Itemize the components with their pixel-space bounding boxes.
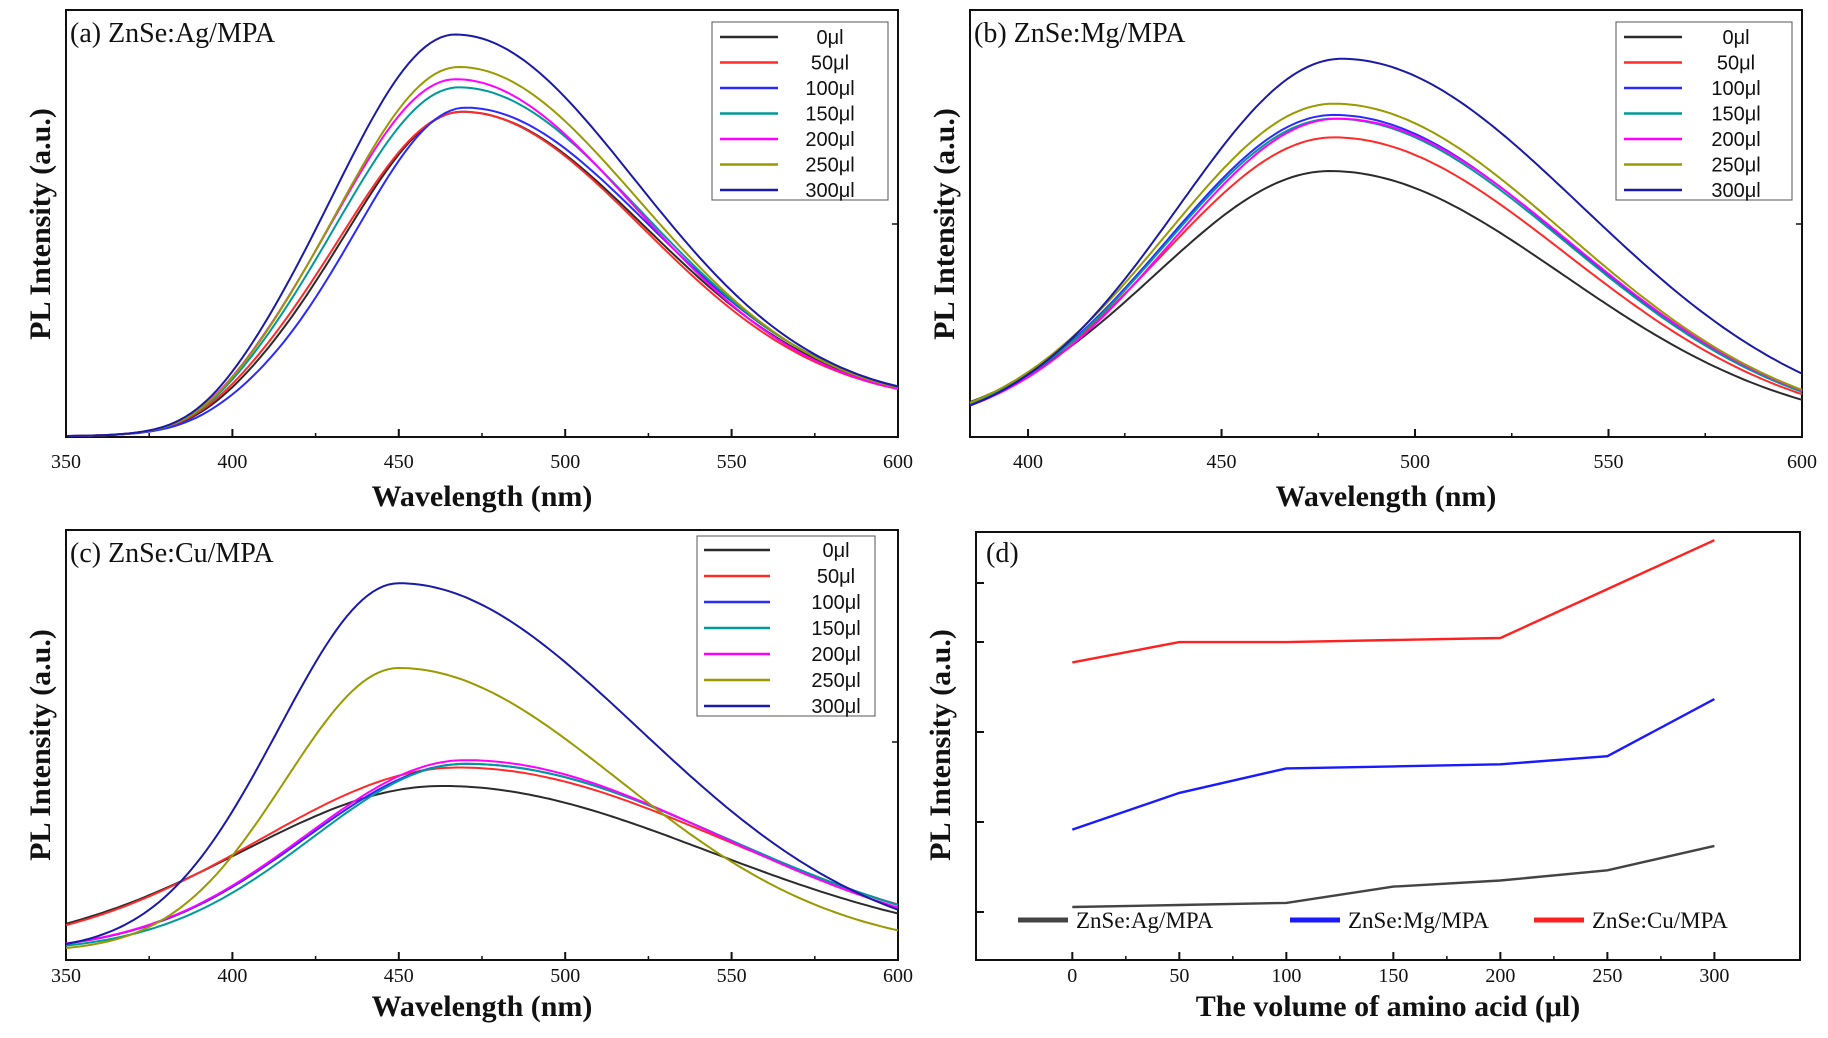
series-znse-cu-mpa	[1072, 539, 1715, 664]
panel-b-xlabel: Wavelength (nm)	[1276, 480, 1497, 513]
panel-b-series-0ul	[969, 169, 1803, 403]
panel-b-legend-label: 0μl	[1722, 27, 1749, 49]
panel-a-legend-label: 250μl	[805, 155, 854, 177]
panel-b-legend-label: 250μl	[1711, 155, 1760, 177]
panel-a-xtick-label: 500	[550, 451, 580, 473]
panel-b-legend-label: 300μl	[1711, 180, 1760, 202]
series-znse-mg-mpa	[1071, 698, 1715, 831]
panel-d-title: (d)	[986, 538, 1019, 569]
panel-b-ylabel: PL Intensity (a.u.)	[928, 108, 961, 340]
panel-d-xtick-label: 100	[1271, 965, 1301, 987]
panel-c-series-300ul	[65, 582, 899, 945]
panel-b-series-250ul	[969, 102, 1803, 404]
panel-c: 350 400 450 500 550 600 (c) ZnSe:Cu/MPA Wavel…	[24, 529, 913, 1023]
panel-b-title: (b) ZnSe:Mg/MPA	[974, 18, 1186, 49]
panel-b-xtick-label: 400	[1013, 451, 1043, 473]
panel-a-series-50ul	[66, 110, 899, 437]
panel-b-xtick-label: 550	[1594, 451, 1624, 473]
panel-b-xtick-label: 500	[1400, 451, 1430, 473]
panel-a-xtick-label: 600	[883, 451, 913, 473]
panel-a-legend-label: 200μl	[805, 129, 854, 151]
panel-d-ylabel: PL Intensity (a.u.)	[924, 629, 957, 861]
panel-a-legend-label: 100μl	[805, 78, 854, 100]
panel-a-legend-label: 50μl	[811, 53, 849, 75]
panel-b-legend-box	[1615, 21, 1793, 201]
panel-a: 350 400 450 500 550 600 (a) ZnSe:Ag/MPA Wavel…	[24, 9, 913, 513]
legend-label: ZnSe:Cu/MPA	[1592, 908, 1728, 933]
panel-b-xtick-label: 450	[1207, 451, 1237, 473]
panel-d-xtick-label: 50	[1169, 965, 1189, 987]
panel-d-xtick-label: 0	[1067, 965, 1077, 987]
panel-d-frame	[975, 531, 1801, 961]
panel-c-legend-label: 300μl	[811, 696, 860, 718]
panel-a-ylabel: PL Intensity (a.u.)	[24, 108, 57, 340]
panel-b-series-100ul	[969, 113, 1803, 405]
panel-d-xlabel: The volume of amino acid (μl)	[1196, 990, 1581, 1023]
panel-b-legend-label: 200μl	[1711, 129, 1760, 151]
panel-c-xlabel: Wavelength (nm)	[372, 990, 593, 1023]
panel-a-xtick-label: 450	[384, 451, 414, 473]
panel-c-legend-box	[696, 535, 876, 717]
panel-b-legend-label: 150μl	[1711, 104, 1760, 126]
panel-b-xtick-label: 600	[1787, 451, 1817, 473]
panel-a-xtick-label: 400	[217, 451, 247, 473]
panel-c-series-150ul	[65, 762, 899, 947]
panel-c-legend-label: 50μl	[817, 566, 855, 588]
panel-d: 0 50 100 150 200 250 300 (d) The volume of ami…	[924, 531, 1801, 1023]
series-znse-ag-mpa	[1072, 844, 1715, 909]
panel-d-xtick-label: 250	[1592, 965, 1622, 987]
panel-a-xtick-label: 350	[51, 451, 81, 473]
panel-c-ylabel: PL Intensity (a.u.)	[24, 629, 57, 861]
panel-c-xtick-label: 400	[217, 965, 247, 987]
panel-c-legend-label: 100μl	[811, 592, 860, 614]
panel-a-legend-label: 150μl	[805, 104, 854, 126]
panel-d-xtick-label: 200	[1485, 965, 1515, 987]
panel-c-legend-label: 0μl	[822, 540, 849, 562]
panel-c-xtick-label: 450	[384, 965, 414, 987]
panel-d-xtick-label: 150	[1378, 965, 1408, 987]
panel-d-xtick-label: 300	[1699, 965, 1729, 987]
panel-b-legend-label: 100μl	[1711, 78, 1760, 100]
panel-c-xtick-label: 550	[717, 965, 747, 987]
panel-b-series-150ul	[969, 117, 1803, 406]
panel-c-title: (c) ZnSe:Cu/MPA	[70, 538, 274, 569]
panel-b-legend-label: 50μl	[1717, 53, 1755, 75]
panel-c-series-200ul	[65, 759, 899, 945]
panel-c-xtick-label: 600	[883, 965, 913, 987]
legend-label: ZnSe:Mg/MPA	[1348, 908, 1489, 933]
panel-a-legend-label: 300μl	[805, 180, 854, 202]
panel-c-series-250ul	[65, 666, 899, 950]
panel-a-series-250ul	[66, 65, 899, 437]
panel-a-xlabel: Wavelength (nm)	[372, 480, 593, 513]
panel-b: 400 450 500 550 600 (b) ZnSe:Mg/MPA Waveleng…	[928, 9, 1817, 513]
panel-c-legend-label: 150μl	[811, 618, 860, 640]
panel-c-legend-label: 250μl	[811, 670, 860, 692]
panel-a-legend-label: 0μl	[816, 27, 843, 49]
panel-b-series-300ul	[969, 57, 1803, 407]
legend-label: ZnSe:Ag/MPA	[1076, 908, 1214, 933]
panel-c-xtick-label: 500	[550, 965, 580, 987]
panel-b-series-200ul	[969, 117, 1803, 407]
panel-c-legend-label: 200μl	[811, 644, 860, 666]
panel-a-title: (a) ZnSe:Ag/MPA	[70, 18, 276, 49]
panel-a-series-300ul	[65, 33, 899, 437]
panel-a-legend-box	[711, 21, 889, 201]
panel-a-xtick-label: 550	[717, 451, 747, 473]
panel-c-xtick-label: 350	[51, 965, 81, 987]
